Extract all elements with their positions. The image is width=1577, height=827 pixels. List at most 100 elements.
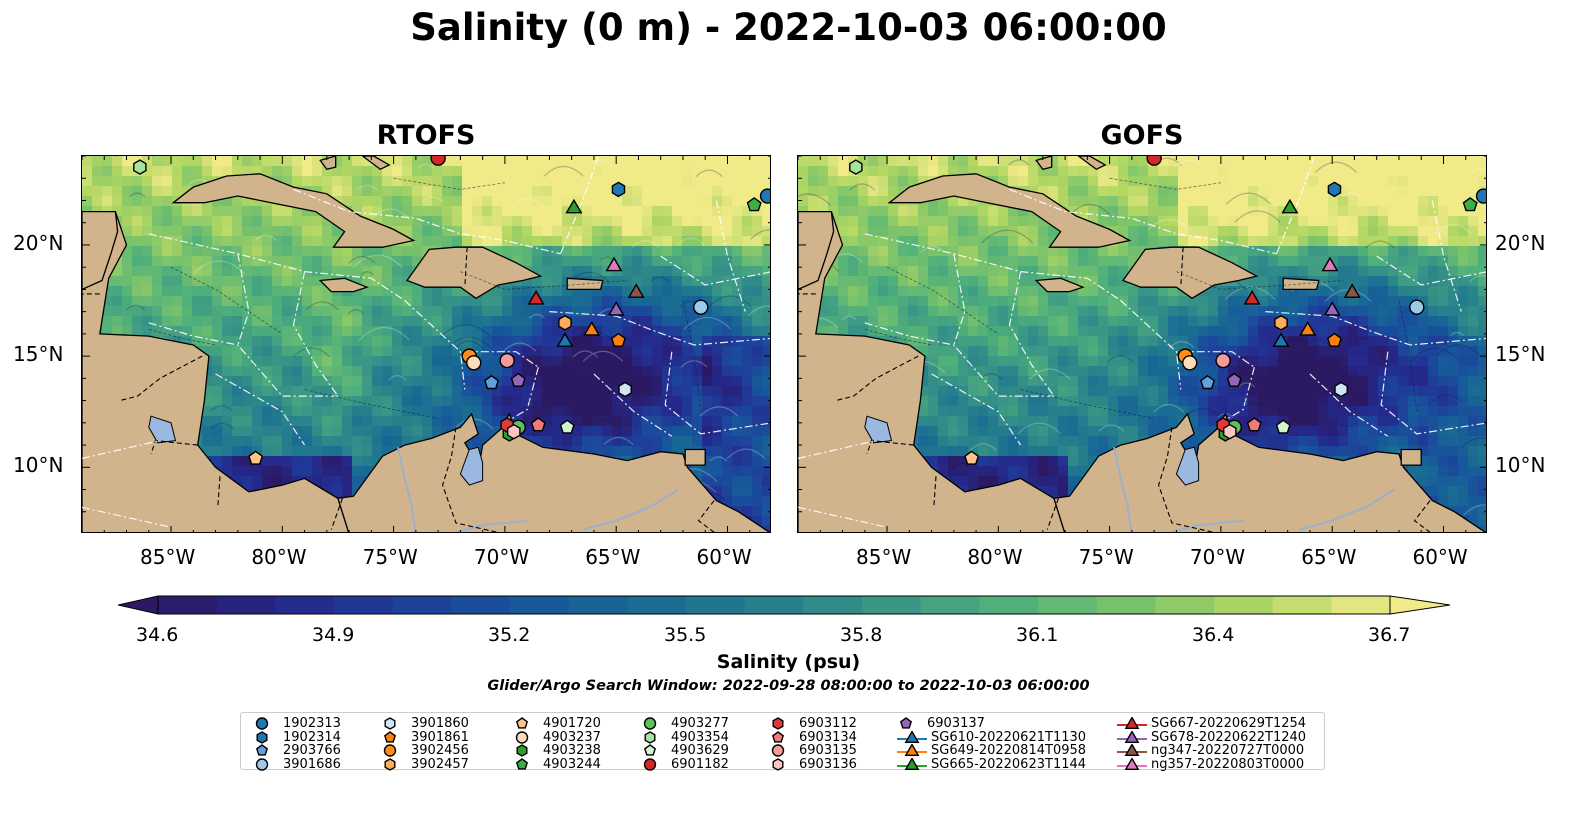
platform-marker-6903136[interactable] (507, 423, 521, 440)
figure-title: Salinity (0 m) - 2022-10-03 06:00:00 (410, 6, 1167, 49)
map-rtofs[interactable] (81, 155, 771, 533)
platform-marker-3901861[interactable] (1326, 332, 1342, 347)
x-tick-label: 80°W (251, 545, 307, 569)
platform-marker-4903244[interactable] (746, 197, 762, 212)
platform-marker-1902313[interactable] (1475, 188, 1487, 204)
platform-marker-3902457[interactable] (1274, 314, 1288, 331)
platform-marker-SG678-20220622T1240[interactable] (1323, 301, 1341, 316)
platform-marker-4903237[interactable] (466, 355, 482, 371)
platform-marker-3901686[interactable] (693, 299, 709, 315)
x-tick-label: 65°W (1301, 545, 1357, 569)
platform-marker-SG667-20220629T1254[interactable] (527, 289, 545, 305)
legend-item: ng357-20220803T0000 (1117, 757, 1304, 772)
legend-item: 4903629 (641, 743, 729, 758)
legend-label: 4903629 (671, 743, 729, 758)
platform-marker-6903135[interactable] (499, 352, 515, 369)
platform-marker-ng347-20220727T0000[interactable] (1343, 283, 1361, 298)
platform-marker-6903137[interactable] (510, 372, 526, 387)
platform-marker-4903354[interactable] (849, 159, 863, 175)
legend-marker-icon (256, 730, 268, 744)
panel-title-rtofs: RTOFS (376, 120, 476, 151)
platform-marker-SG649-20220814T0958[interactable] (583, 321, 601, 336)
x-tick-label: 60°W (696, 545, 752, 569)
land-bahamas1 (1035, 156, 1053, 171)
y-tick-label-right: 15°N (1495, 342, 1546, 367)
platform-marker-3901861[interactable] (610, 332, 626, 347)
legend-marker-icon (771, 730, 785, 743)
platform-marker-SG610-20220621T1130[interactable] (1272, 332, 1290, 347)
legend-marker-icon (897, 729, 927, 743)
legend-marker-icon (897, 756, 927, 770)
platform-marker-3901860[interactable] (618, 381, 632, 398)
platform-marker-6901182[interactable] (430, 156, 446, 166)
colorbar-segment (216, 596, 276, 614)
land-puertoRico (566, 277, 604, 291)
legend-marker-icon (899, 717, 913, 729)
platform-marker-4903354[interactable] (133, 159, 147, 175)
platform-marker-SG665-20220623T1144[interactable] (1281, 198, 1299, 214)
platform-marker-6903134[interactable] (530, 417, 546, 432)
land-yucatan (82, 210, 119, 291)
platform-marker-4901720[interactable] (964, 450, 980, 465)
legend-label: 3901860 (411, 716, 469, 731)
x-tick-label: 85°W (140, 545, 196, 569)
platform-marker-4903237[interactable] (1182, 355, 1198, 371)
legend-marker-icon (1117, 716, 1147, 730)
legend-label: 6903137 (927, 716, 985, 731)
platform-marker-4903629[interactable] (1275, 419, 1291, 434)
platform-marker-6903136[interactable] (1223, 423, 1237, 440)
platform-marker-1902314[interactable] (611, 181, 626, 198)
platform-marker-4901720[interactable] (248, 450, 264, 465)
colorbar-segment (334, 596, 394, 614)
x-tick-label: 85°W (856, 545, 912, 569)
legend-marker-icon (383, 744, 397, 757)
legend: 1902313 1902314 2903766 3901686 3901860 39018… (240, 712, 1325, 772)
legend-item: 6903137 (897, 716, 985, 731)
platform-marker-6903137[interactable] (1226, 372, 1242, 387)
legend-marker-icon (255, 744, 269, 756)
colorbar-label: Salinity (psu) (716, 651, 861, 673)
platform-marker-6901182[interactable] (1146, 156, 1162, 166)
legend-item: 6903135 (769, 743, 857, 758)
legend-label: 3901686 (283, 756, 341, 772)
legend-marker-icon (1117, 756, 1147, 770)
colorbar-segment (392, 596, 452, 614)
colorbar-tick-label: 36.1 (1016, 624, 1059, 646)
legend-label: 4903277 (671, 716, 729, 731)
colorbar-tick-label: 34.6 (136, 624, 179, 646)
platform-marker-ng357-20220803T0000[interactable] (1321, 256, 1339, 272)
platform-marker-SG667-20220629T1254[interactable] (1243, 289, 1261, 305)
platform-marker-SG665-20220623T1144[interactable] (565, 198, 583, 214)
colorbar-segment (627, 596, 687, 614)
legend-marker-icon (383, 730, 397, 743)
platform-marker-2903766[interactable] (1200, 374, 1216, 390)
platform-marker-1902313[interactable] (759, 188, 771, 204)
legend-label: SG649-20220814T0958 (931, 743, 1087, 758)
platform-marker-3902457[interactable] (558, 314, 572, 331)
map-gofs[interactable] (797, 155, 1487, 533)
legend-marker-icon (643, 744, 657, 756)
platform-marker-SG678-20220622T1240[interactable] (607, 301, 625, 316)
platform-marker-2903766[interactable] (484, 374, 500, 390)
colorbar-segment (158, 596, 218, 614)
legend-marker-icon (772, 757, 784, 771)
platform-marker-6903134[interactable] (1246, 417, 1262, 432)
legend-label: SG665-20220623T1144 (931, 756, 1087, 772)
legend-label: 6901182 (671, 756, 729, 772)
platform-marker-4903629[interactable] (559, 419, 575, 434)
platform-marker-3901686[interactable] (1409, 299, 1425, 315)
legend-label: 6903135 (799, 743, 857, 758)
colorbar-tick-label: 35.8 (840, 624, 883, 646)
platform-marker-4903244[interactable] (1462, 197, 1478, 212)
colorbar-tick-label: 35.2 (488, 624, 531, 646)
platform-marker-SG649-20220814T0958[interactable] (1299, 321, 1317, 336)
platform-marker-3901860[interactable] (1334, 381, 1348, 398)
platform-marker-ng357-20220803T0000[interactable] (605, 256, 623, 272)
legend-marker-icon (772, 717, 784, 730)
platform-marker-1902314[interactable] (1327, 181, 1342, 198)
platform-marker-6903135[interactable] (1215, 352, 1231, 369)
colorbar-segment (1331, 596, 1391, 614)
legend-label: 1902314 (283, 729, 341, 745)
platform-marker-SG610-20220621T1130[interactable] (556, 332, 574, 347)
platform-marker-ng347-20220727T0000[interactable] (627, 283, 645, 298)
